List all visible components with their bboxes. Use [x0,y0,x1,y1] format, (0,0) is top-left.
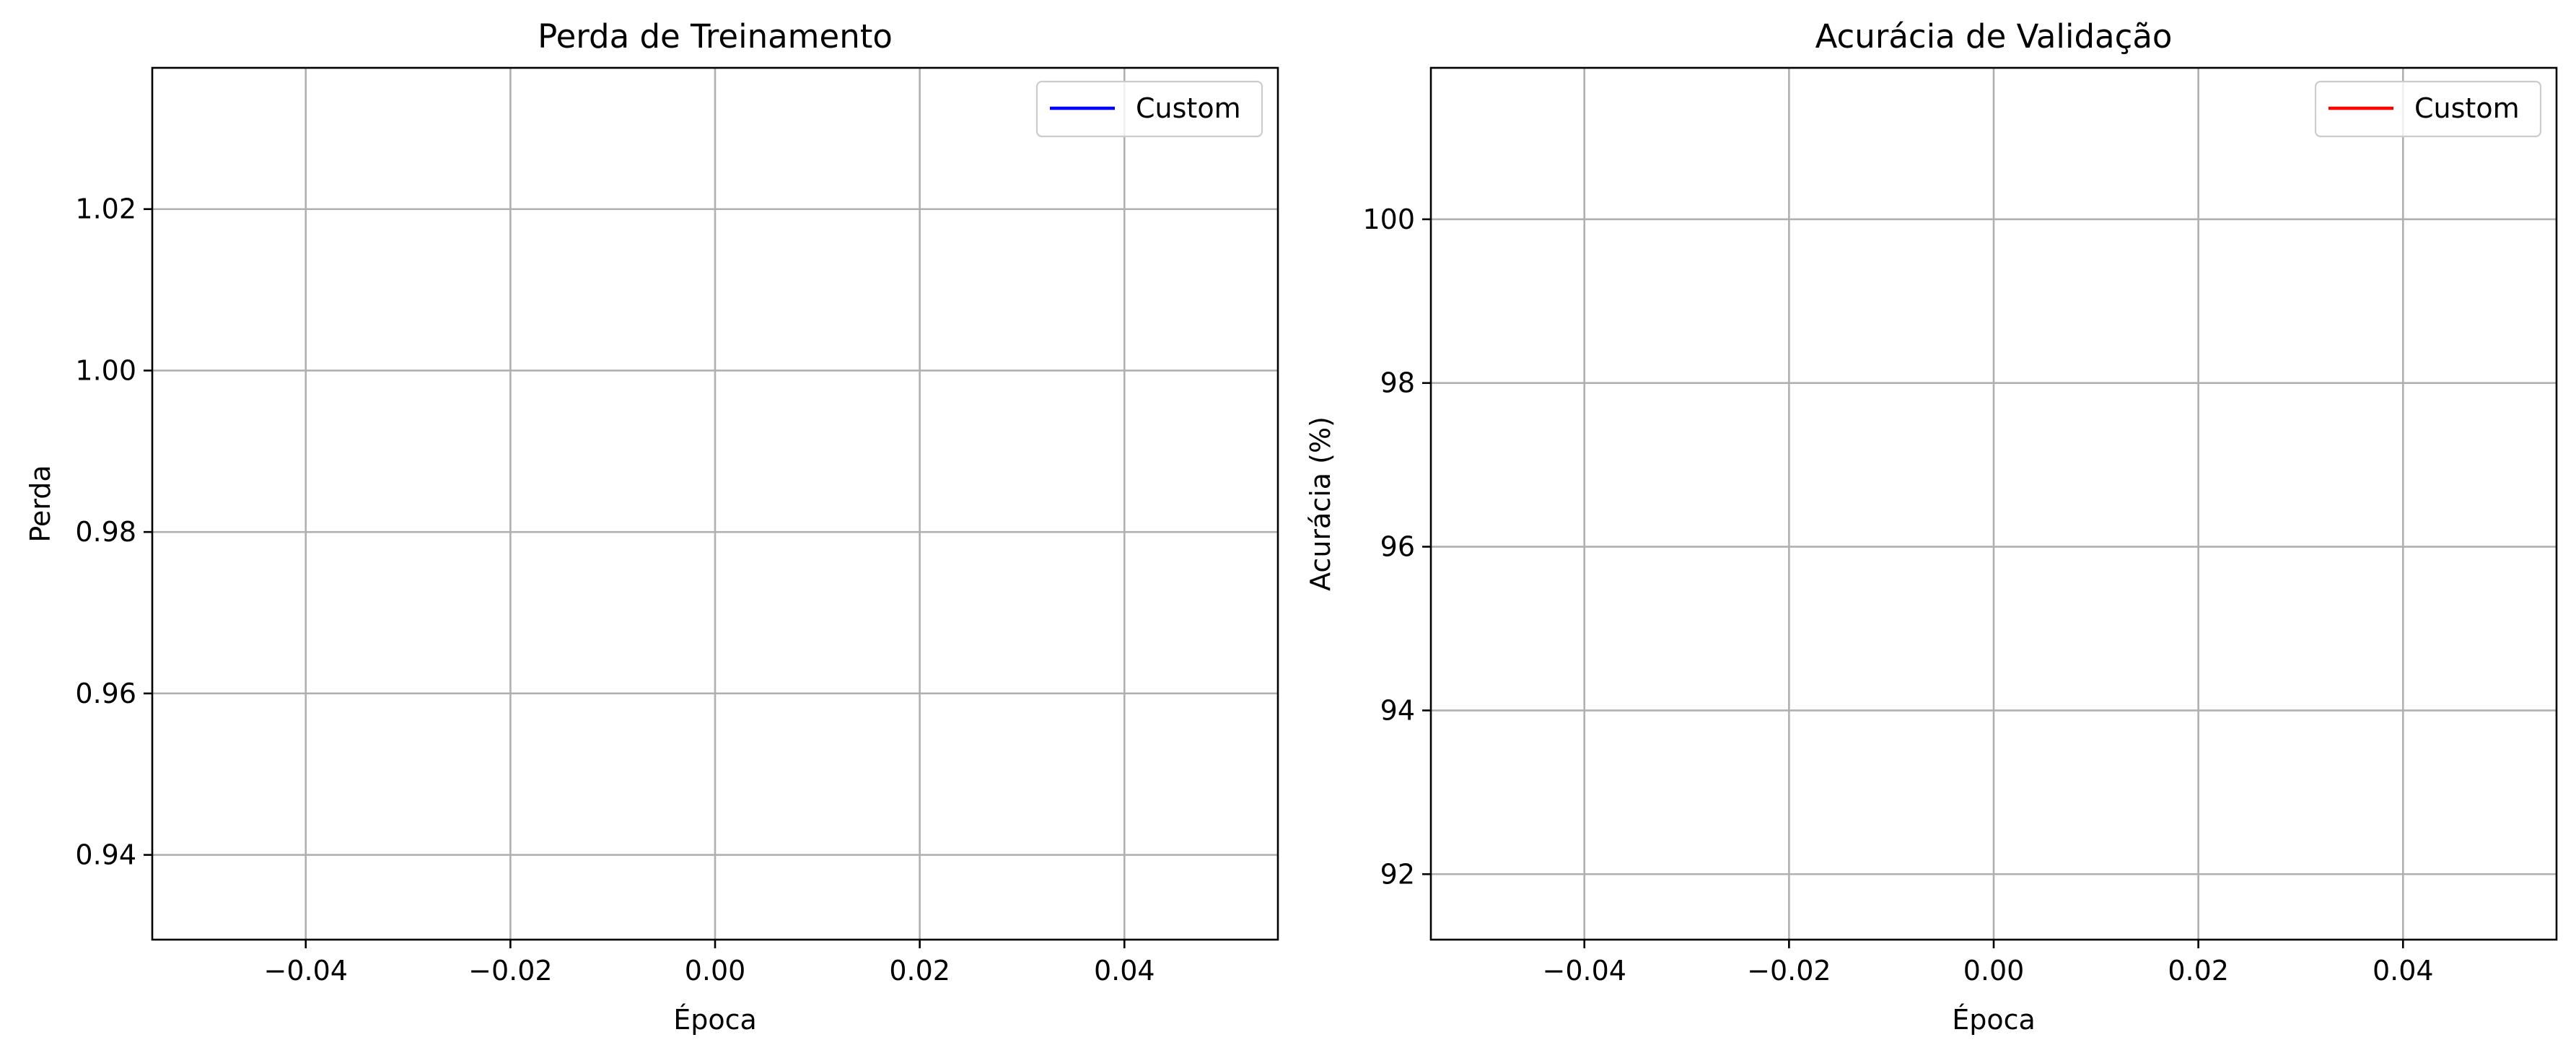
x-tick-label: 0.00 [685,955,746,987]
y-tick-label: 98 [1380,367,1415,399]
legend-label: Custom [2414,92,2520,124]
x-tick-label: −0.02 [1747,955,1831,987]
x-tick-label: 0.04 [2373,955,2434,987]
x-tick-label: 0.04 [1094,955,1155,987]
y-tick-label: 0.96 [75,678,136,709]
chart-title: Acurácia de Validação [1815,17,2173,56]
y-tick-label: 100 [1362,204,1415,235]
legend-frame [1035,80,1263,138]
y-tick-label: 1.02 [75,193,136,225]
x-tick-label: 0.02 [2168,955,2229,987]
legend-label: Custom [1136,92,1241,124]
legend: Custom [1035,80,1263,138]
legend-frame [2314,80,2542,138]
x-tick-label: −0.02 [468,955,552,987]
x-ticks: −0.04 −0.02 0.00 0.02 0.04 [1543,940,2434,987]
y-ticks: 92 94 96 98 100 [1362,204,1431,890]
x-axis-label: Época [1952,1004,2036,1036]
y-tick-label: 96 [1380,531,1415,563]
chart-training-loss: −0.04 −0.02 0.00 0.02 0.04 0.94 0.96 0.98 1.00 1… [25,17,1279,1036]
x-tick-label: −0.04 [264,955,348,987]
x-ticks: −0.04 −0.02 0.00 0.02 0.04 [264,940,1155,987]
chart-title: Perda de Treinamento [538,17,893,56]
y-tick-label: 0.98 [75,516,136,548]
legend: Custom [2314,80,2542,138]
y-tick-label: 1.00 [75,354,136,386]
x-tick-label: 0.02 [889,955,950,987]
y-axis-label: Acurácia (%) [1305,416,1336,591]
chart-validation-accuracy: −0.04 −0.02 0.00 0.02 0.04 92 94 96 98 100 Acurá… [1305,17,2558,1036]
grid [1431,68,2557,940]
x-axis-label: Época [673,1004,757,1036]
y-tick-label: 0.94 [75,839,136,871]
y-tick-label: 94 [1380,694,1415,726]
y-tick-label: 92 [1380,858,1415,890]
y-axis-label: Perda [25,465,56,542]
x-tick-label: 0.00 [1963,955,2025,987]
y-ticks: 0.94 0.96 0.98 1.00 1.02 [75,193,152,871]
grid [152,68,1278,940]
x-tick-label: −0.04 [1543,955,1626,987]
